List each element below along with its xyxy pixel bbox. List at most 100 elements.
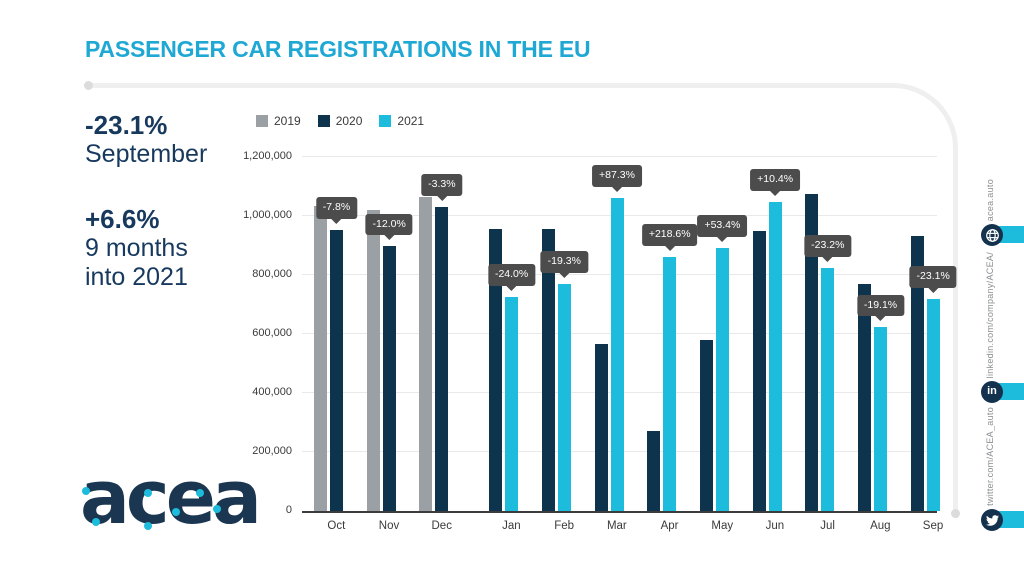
x-tick-label: May [711, 520, 734, 532]
bar-2021-jun [768, 201, 782, 511]
x-tick-label: Mar [606, 520, 627, 532]
bar-2020-feb [541, 228, 555, 511]
logo-accent-dot [144, 522, 152, 530]
bar-2020-jun [752, 230, 766, 511]
linkedin-icon[interactable]: in [981, 381, 1003, 403]
legend-label: 2021 [397, 114, 425, 128]
bar-2020-apr [647, 431, 661, 511]
stat-ytd-label-line2: into 2021 [85, 263, 188, 291]
change-tooltip-jan: -24.0% [487, 264, 536, 286]
bar-2020-aug [858, 283, 871, 511]
bar-2020-jan [489, 228, 503, 511]
logo-accent-dot [144, 489, 152, 497]
bar-2021-feb [557, 283, 571, 511]
plot-area: -7.8% Oct -12.0% Nov -3.3% Dec -24.0% Jan -19.3%… [302, 156, 957, 532]
change-tooltip-oct: -7.8% [315, 197, 358, 219]
stat-september: -23.1% September [85, 110, 207, 169]
x-tick-label: Aug [870, 520, 891, 532]
x-tick-label: Jul [820, 520, 835, 532]
change-tooltip-sep: -23.1% [909, 266, 957, 288]
bar-group-sep: -23.1% Sep [907, 157, 960, 532]
bar-group-oct: -7.8% Oct [310, 157, 363, 532]
bar-group-apr: +218.6% Apr [641, 157, 698, 532]
acea-logo: acea [80, 455, 262, 548]
twitter-link[interactable]: twitter.com/ACEA_auto [985, 407, 995, 506]
change-tooltip-jun: +10.4% [750, 169, 801, 191]
change-tooltip-dec: -3.3% [421, 174, 463, 196]
card-outline [88, 83, 958, 518]
x-tick-label: Oct [327, 520, 346, 532]
x-tick-label: Feb [554, 520, 575, 532]
bar-group-may: +53.4% May [696, 157, 749, 532]
stat-september-value: -23.1% [85, 110, 168, 140]
bar-2021-apr [663, 256, 677, 511]
logo-accent-dot [196, 489, 204, 497]
y-tick-label: 600,000 [252, 327, 292, 339]
bar-group-nov: -12.0% Nov [363, 157, 416, 532]
bar-2021-mar [610, 197, 624, 511]
change-tooltip-apr: +218.6% [641, 224, 698, 246]
bar-2020-may [699, 339, 713, 511]
x-tick-label: Jan [502, 520, 521, 532]
stat-september-label: September [85, 140, 208, 168]
x-tick-label: Jun [765, 520, 785, 532]
change-tooltip-aug: -19.1% [856, 294, 905, 317]
bar-group-jul: -23.2% Jul [801, 157, 854, 532]
legend-swatch [379, 115, 392, 127]
bar-group-feb: -19.3% Feb [538, 157, 591, 532]
logo-accent-dot [82, 487, 90, 495]
x-tick-label: Nov [378, 520, 400, 532]
bar-2021-sep [926, 298, 940, 511]
bar-group-mar: +87.3% Mar [591, 157, 644, 532]
y-tick-label: 200,000 [252, 445, 292, 457]
y-tick-label: 0 [285, 504, 292, 516]
change-tooltip-mar: +87.3% [592, 165, 642, 187]
bar-group-aug: -19.1% Aug [854, 157, 907, 532]
linkedin-link[interactable]: linkedin.com/company/ACEA/ [985, 251, 995, 378]
change-tooltip-may: +53.4% [697, 215, 748, 237]
logo-accent-dot [172, 508, 180, 516]
bar-2019-dec [419, 196, 433, 511]
bar-2021-jul [821, 267, 835, 511]
chart-legend: 2019 2020 2021 [256, 114, 424, 128]
y-tick-label: 800,000 [252, 268, 292, 280]
bar-2020-sep [910, 235, 924, 511]
bar-2020-nov [382, 246, 396, 511]
legend-item-2020: 2020 [317, 114, 363, 128]
acea-logo-text: acea [80, 455, 262, 541]
bar-2020-dec [435, 206, 449, 511]
legend-label: 2020 [335, 114, 363, 128]
change-tooltip-feb: -19.3% [540, 251, 588, 273]
y-tick-label: 1,200,000 [243, 150, 292, 162]
page-title: PASSENGER CAR REGISTRATIONS IN THE EU [85, 36, 591, 62]
globe-icon[interactable] [981, 224, 1003, 246]
change-tooltip-nov: -12.0% [365, 213, 413, 236]
logo-accent-dot [213, 505, 221, 513]
card-outline-start-dot [84, 81, 93, 90]
x-tick-label: Apr [660, 520, 679, 532]
bar-2019-nov [366, 209, 380, 511]
legend-item-2021: 2021 [379, 114, 424, 128]
legend-label: 2019 [274, 114, 301, 128]
x-tick-label: Dec [431, 520, 452, 532]
y-tick-label: 400,000 [252, 386, 292, 398]
stat-ytd: +6.6% 9 months into 2021 [85, 204, 188, 292]
bar-2021-jan [505, 296, 519, 511]
bar-2019-oct [314, 205, 327, 511]
bar-2020-mar [594, 343, 608, 511]
bar-group-jun: +10.4% Jun [749, 157, 802, 532]
legend-item-2019: 2019 [256, 114, 301, 128]
change-tooltip-jul: -23.2% [804, 235, 852, 257]
y-tick-label: 1,000,000 [243, 209, 292, 221]
logo-accent-dot [92, 518, 100, 526]
bar-group-dec: -3.3% Dec [415, 157, 468, 532]
x-tick-label: Sep [922, 520, 944, 532]
bar-2021-may [715, 247, 729, 511]
website-link[interactable]: acea.auto [985, 178, 995, 221]
card-outline-end-dot [951, 509, 960, 518]
bar-group-jan: -24.0% Jan [485, 157, 538, 532]
bar-2020-jul [805, 194, 819, 511]
twitter-icon[interactable] [981, 509, 1003, 531]
bar-2021-aug [874, 327, 887, 511]
